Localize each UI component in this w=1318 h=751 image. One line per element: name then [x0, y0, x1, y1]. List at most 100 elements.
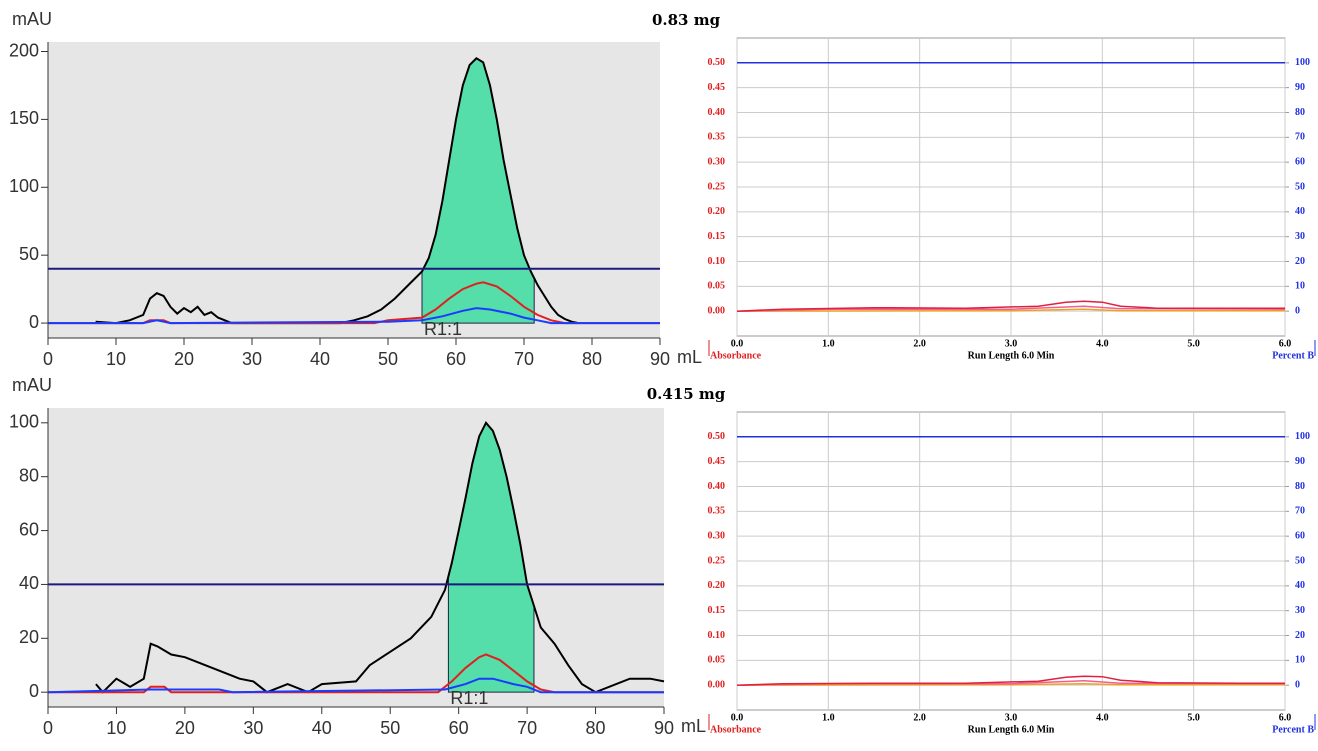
- y-tick-label: 0.05: [708, 655, 726, 666]
- y2-tick-label: 50: [1295, 181, 1305, 192]
- x-tick-label: 10: [106, 718, 126, 738]
- y-tick-label: 60: [19, 519, 39, 539]
- x-tick-label: 1.0: [822, 338, 835, 349]
- y-tick-label: 0.10: [708, 256, 726, 267]
- y2-tick-label: 0: [1295, 679, 1300, 690]
- series-line: [95, 421, 665, 694]
- y-tick-label: 0.40: [708, 481, 726, 492]
- x-tick-label: 40: [310, 349, 330, 369]
- y-tick-label: 0.35: [708, 132, 726, 143]
- y2-tick-label: 40: [1295, 580, 1305, 591]
- series-line: [736, 675, 1285, 686]
- x-tick-label: 70: [514, 349, 534, 369]
- y2-tick-label: 0: [1295, 305, 1300, 316]
- y2-tick-label: 20: [1295, 630, 1305, 641]
- x-tick-label: 30: [243, 718, 263, 738]
- y2-tick-label: 90: [1295, 456, 1305, 467]
- y-tick-label: 0.00: [708, 305, 726, 316]
- x-tick-label: 0.0: [731, 338, 744, 349]
- x-axis-label: Run Length 6.0 Min: [968, 350, 1055, 361]
- series-line: [48, 281, 660, 325]
- x-tick-label: 10: [106, 349, 126, 369]
- series-line: [736, 305, 1286, 312]
- x-axis-label: mL: [681, 716, 706, 736]
- y-tick-label: 0.40: [708, 107, 726, 118]
- x-tick-label: 0: [43, 349, 53, 369]
- x-tick-label: 70: [517, 718, 537, 738]
- x-axis-label: mL: [677, 347, 702, 367]
- y-tick-label: 0: [29, 681, 39, 701]
- x-tick-label: 6.0: [1279, 712, 1292, 723]
- y-tick-label: 0.10: [708, 630, 726, 641]
- x-tick-label: 3.0: [1005, 338, 1018, 349]
- x-tick-label: 40: [312, 718, 332, 738]
- y-tick-label: 50: [19, 244, 39, 264]
- x-tick-label: 2.0: [913, 338, 926, 349]
- y2-tick-label: 100: [1295, 431, 1310, 442]
- y2-tick-label: 60: [1295, 156, 1305, 167]
- x-tick-label: 50: [378, 349, 398, 369]
- series-line: [736, 308, 1285, 312]
- y-tick-label: 20: [19, 627, 39, 647]
- y-tick-label: 0.05: [708, 281, 726, 292]
- plot-area: [48, 408, 664, 707]
- x-tick-label: 0: [43, 718, 53, 738]
- y-tick-label: 80: [19, 465, 39, 485]
- y-tick-label: 0.15: [708, 605, 726, 616]
- x-tick-label: 4.0: [1096, 712, 1109, 723]
- y2-tick-label: 60: [1295, 530, 1305, 541]
- y-tick-label: 0.15: [708, 231, 726, 242]
- x-tick-label: 90: [654, 718, 674, 738]
- plot-area: [48, 42, 660, 338]
- y-tick-label: 0.45: [708, 82, 726, 93]
- x-tick-label: 4.0: [1096, 338, 1109, 349]
- x-tick-label: 2.0: [913, 712, 926, 723]
- y2-tick-label: 10: [1295, 655, 1305, 666]
- x-tick-label: 20: [174, 349, 194, 369]
- y2-tick-label: 80: [1295, 481, 1305, 492]
- x-tick-label: 80: [582, 349, 602, 369]
- series-line: [48, 653, 664, 694]
- x-tick-label: 60: [449, 718, 469, 738]
- y-tick-label: 100: [9, 412, 39, 432]
- x-tick-label: 30: [242, 349, 262, 369]
- y-tick-label: 0.50: [708, 431, 726, 442]
- y-axis-label: mAU: [12, 375, 52, 395]
- x-tick-label: 0.0: [731, 712, 744, 723]
- y2-tick-label: 70: [1295, 506, 1305, 517]
- y-tick-label: 100: [9, 176, 39, 196]
- x-tick-label: 3.0: [1005, 712, 1018, 723]
- y-tick-label: 40: [19, 573, 39, 593]
- y-axis-label: Absorbance: [710, 724, 762, 735]
- y2-tick-label: 10: [1295, 281, 1305, 292]
- x-tick-label: 1.0: [822, 712, 835, 723]
- series-line: [48, 307, 660, 325]
- y2-axis-label: Percent B: [1272, 724, 1314, 735]
- fraction-label: R1:1: [450, 688, 488, 708]
- y-tick-label: 0.25: [708, 181, 726, 192]
- x-tick-label: 5.0: [1187, 338, 1200, 349]
- y-tick-label: 0.30: [708, 156, 726, 167]
- y2-tick-label: 50: [1295, 555, 1305, 566]
- y2-tick-label: 40: [1295, 206, 1305, 217]
- y2-tick-label: 20: [1295, 256, 1305, 267]
- y-tick-label: 0.45: [708, 456, 726, 467]
- y-tick-label: 200: [9, 40, 39, 60]
- y2-axis-label: Percent B: [1272, 350, 1314, 361]
- y-axis-label: Absorbance: [710, 350, 762, 361]
- x-tick-label: 6.0: [1279, 338, 1292, 349]
- y2-tick-label: 100: [1295, 57, 1310, 68]
- x-tick-label: 20: [175, 718, 195, 738]
- x-axis-label: Run Length 6.0 Min: [968, 724, 1055, 735]
- y2-tick-label: 30: [1295, 605, 1305, 616]
- y-tick-label: 0.20: [708, 206, 726, 217]
- x-tick-label: 80: [586, 718, 606, 738]
- y2-tick-label: 70: [1295, 132, 1305, 143]
- y2-tick-label: 90: [1295, 82, 1305, 93]
- y2-tick-label: 30: [1295, 231, 1305, 242]
- x-tick-label: 50: [380, 718, 400, 738]
- x-tick-label: 90: [650, 349, 670, 369]
- series-line: [47, 677, 664, 694]
- series-line: [95, 57, 579, 325]
